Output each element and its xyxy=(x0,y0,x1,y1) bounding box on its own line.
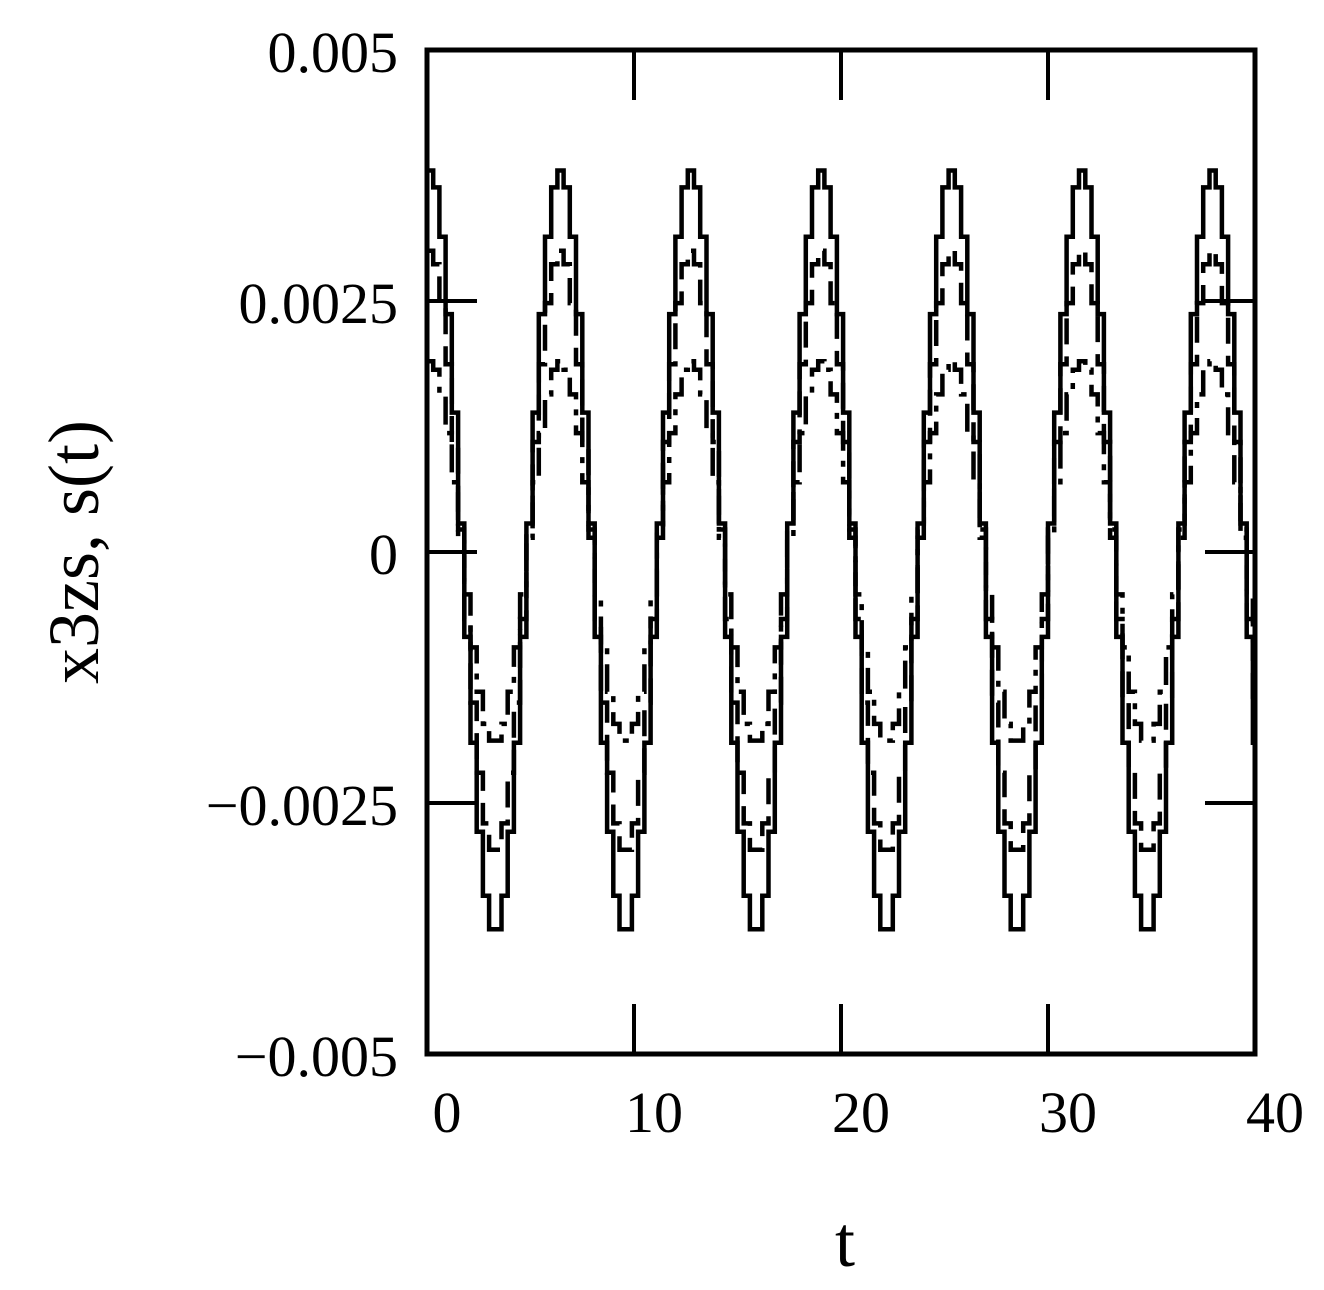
x-tick-labels: 0 10 20 30 40 xyxy=(433,1080,1305,1145)
x-tick-label: 30 xyxy=(1039,1080,1097,1145)
x-axis-label: t xyxy=(835,1202,855,1282)
series-line-dashed xyxy=(427,248,1256,853)
y-tick-labels: 0.005 0.0025 0 −0.0025 −0.005 xyxy=(206,20,398,1089)
y-tick-label: −0.005 xyxy=(235,1024,398,1089)
x-tick-label: 10 xyxy=(625,1080,683,1145)
x-tick-label: 20 xyxy=(832,1080,890,1145)
y-tick-label: 0.005 xyxy=(268,20,399,85)
y-tick-label: −0.0025 xyxy=(206,773,398,838)
series-line-dash-dot xyxy=(427,358,1256,743)
y-axis-label: x3zs, s(t) xyxy=(34,420,114,684)
series-line-solid xyxy=(427,168,1256,932)
y-tick-label: 0.0025 xyxy=(239,271,399,336)
y-tick-label: 0 xyxy=(369,522,398,587)
x-tick-label: 40 xyxy=(1246,1080,1304,1145)
x-tick-label: 0 xyxy=(433,1080,462,1145)
ticks xyxy=(427,50,1255,1054)
series-layer xyxy=(427,168,1256,932)
